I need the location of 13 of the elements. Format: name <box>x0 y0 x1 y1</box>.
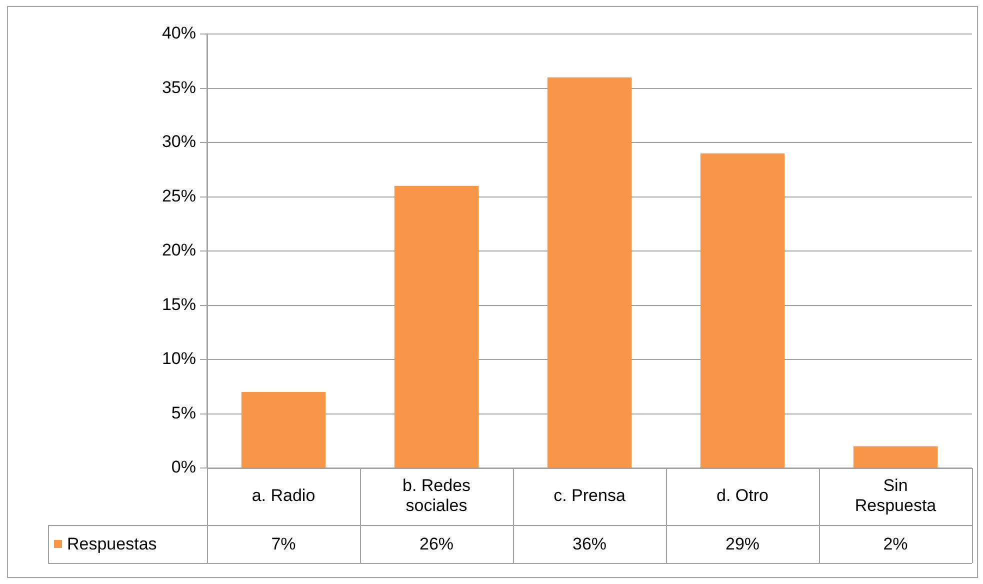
y-tick-label: 20% <box>162 240 196 260</box>
y-tick-label: 15% <box>162 294 196 314</box>
y-tick-label: 30% <box>162 132 196 152</box>
bar <box>394 186 479 468</box>
bar <box>547 77 632 468</box>
bar <box>241 392 326 468</box>
y-tick-label: 10% <box>162 349 196 368</box>
bar <box>853 446 938 468</box>
y-tick-label: 5% <box>171 403 196 422</box>
y-tick-label: 40% <box>162 24 196 43</box>
y-tick-label: 35% <box>162 78 196 97</box>
bar <box>700 153 785 468</box>
y-tick-label: 25% <box>162 186 196 206</box>
